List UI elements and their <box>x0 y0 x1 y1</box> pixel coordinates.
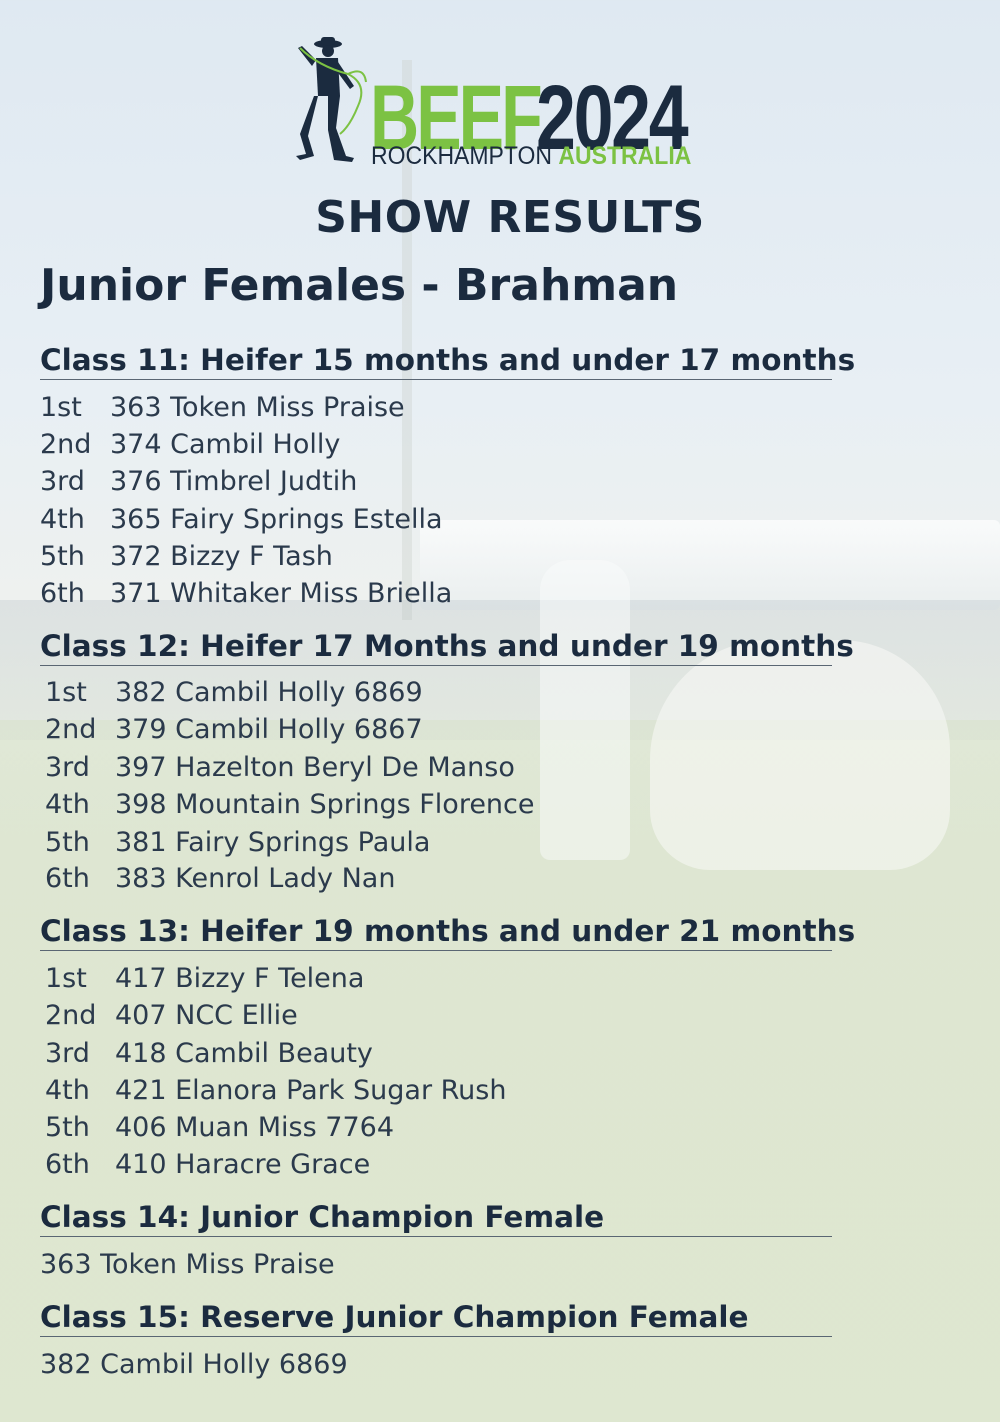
result-place: 4th <box>45 1075 90 1106</box>
result-entry: 397 Hazelton Beryl De Manso <box>115 752 515 783</box>
class-heading: Class 11: Heifer 15 months and under 17 … <box>40 341 855 380</box>
result-entry: 363 Token Miss Praise <box>110 392 405 423</box>
logo-beef-text: BEEF <box>370 67 543 169</box>
result-entry: 421 Elanora Park Sugar Rush <box>115 1075 507 1106</box>
result-place: 1st <box>45 963 87 994</box>
class-heading: Class 14: Junior Champion Female <box>40 1198 832 1237</box>
brahman-heifer <box>650 640 950 870</box>
result-place: 2nd <box>45 1000 97 1031</box>
result-place: 4th <box>40 504 85 535</box>
result-entry: 371 Whitaker Miss Briella <box>110 578 453 609</box>
cowboy-with-lasso-icon <box>296 37 367 162</box>
result-entry: 365 Fairy Springs Estella <box>110 504 443 535</box>
result-place: 4th <box>45 789 90 820</box>
class-heading: Class 12: Heifer 17 Months and under 19 … <box>40 627 854 666</box>
section-title: Junior Females - Brahman <box>40 260 679 311</box>
result-entry: 381 Fairy Springs Paula <box>115 827 431 858</box>
result-place: 1st <box>40 392 82 423</box>
result-place: 5th <box>40 541 85 572</box>
page-title: SHOW RESULTS <box>315 192 705 243</box>
reserve-champion-entry: 382 Cambil Holly 6869 <box>40 1349 348 1380</box>
result-place: 6th <box>45 863 90 894</box>
result-place: 3rd <box>40 466 85 497</box>
result-entry: 374 Cambil Holly <box>110 429 341 460</box>
result-place: 6th <box>40 578 85 609</box>
result-entry: 398 Mountain Springs Florence <box>115 789 535 820</box>
result-place: 2nd <box>40 429 92 460</box>
result-place: 2nd <box>45 714 97 745</box>
marquee-tent <box>420 520 1000 610</box>
result-entry: 379 Cambil Holly 6867 <box>115 714 423 745</box>
beef-2024-logo: BEEF 2024 ROCKHAMPTON AUSTRALIA <box>288 36 718 171</box>
result-entry: 410 Haracre Grace <box>115 1149 371 1180</box>
result-entry: 417 Bizzy F Telena <box>115 963 365 994</box>
result-place: 1st <box>45 677 87 708</box>
result-place: 3rd <box>45 1038 90 1069</box>
result-entry: 372 Bizzy F Tash <box>110 541 333 572</box>
result-entry: 383 Kenrol Lady Nan <box>115 863 396 894</box>
logo-location-country: AUSTRALIA <box>558 142 692 170</box>
result-entry: 376 Timbrel Judtih <box>110 466 358 497</box>
result-entry: 382 Cambil Holly 6869 <box>115 677 423 708</box>
result-place: 5th <box>45 1112 90 1143</box>
class-heading: Class 13: Heifer 19 months and under 21 … <box>40 912 855 951</box>
light-pole <box>402 60 412 620</box>
handler-figure <box>540 560 630 860</box>
result-entry: 418 Cambil Beauty <box>115 1038 373 1069</box>
result-entry: 406 Muan Miss 7764 <box>115 1112 394 1143</box>
logo-location-city: ROCKHAMPTON <box>371 142 553 170</box>
result-place: 3rd <box>45 752 90 783</box>
class-heading: Class 15: Reserve Junior Champion Female <box>40 1298 832 1337</box>
result-entry: 407 NCC Ellie <box>115 1000 298 1031</box>
champion-entry: 363 Token Miss Praise <box>40 1249 335 1280</box>
result-place: 5th <box>45 827 90 858</box>
logo-year-text: 2024 <box>536 67 689 169</box>
result-place: 6th <box>45 1149 90 1180</box>
logo-location: ROCKHAMPTON AUSTRALIA <box>371 142 691 170</box>
